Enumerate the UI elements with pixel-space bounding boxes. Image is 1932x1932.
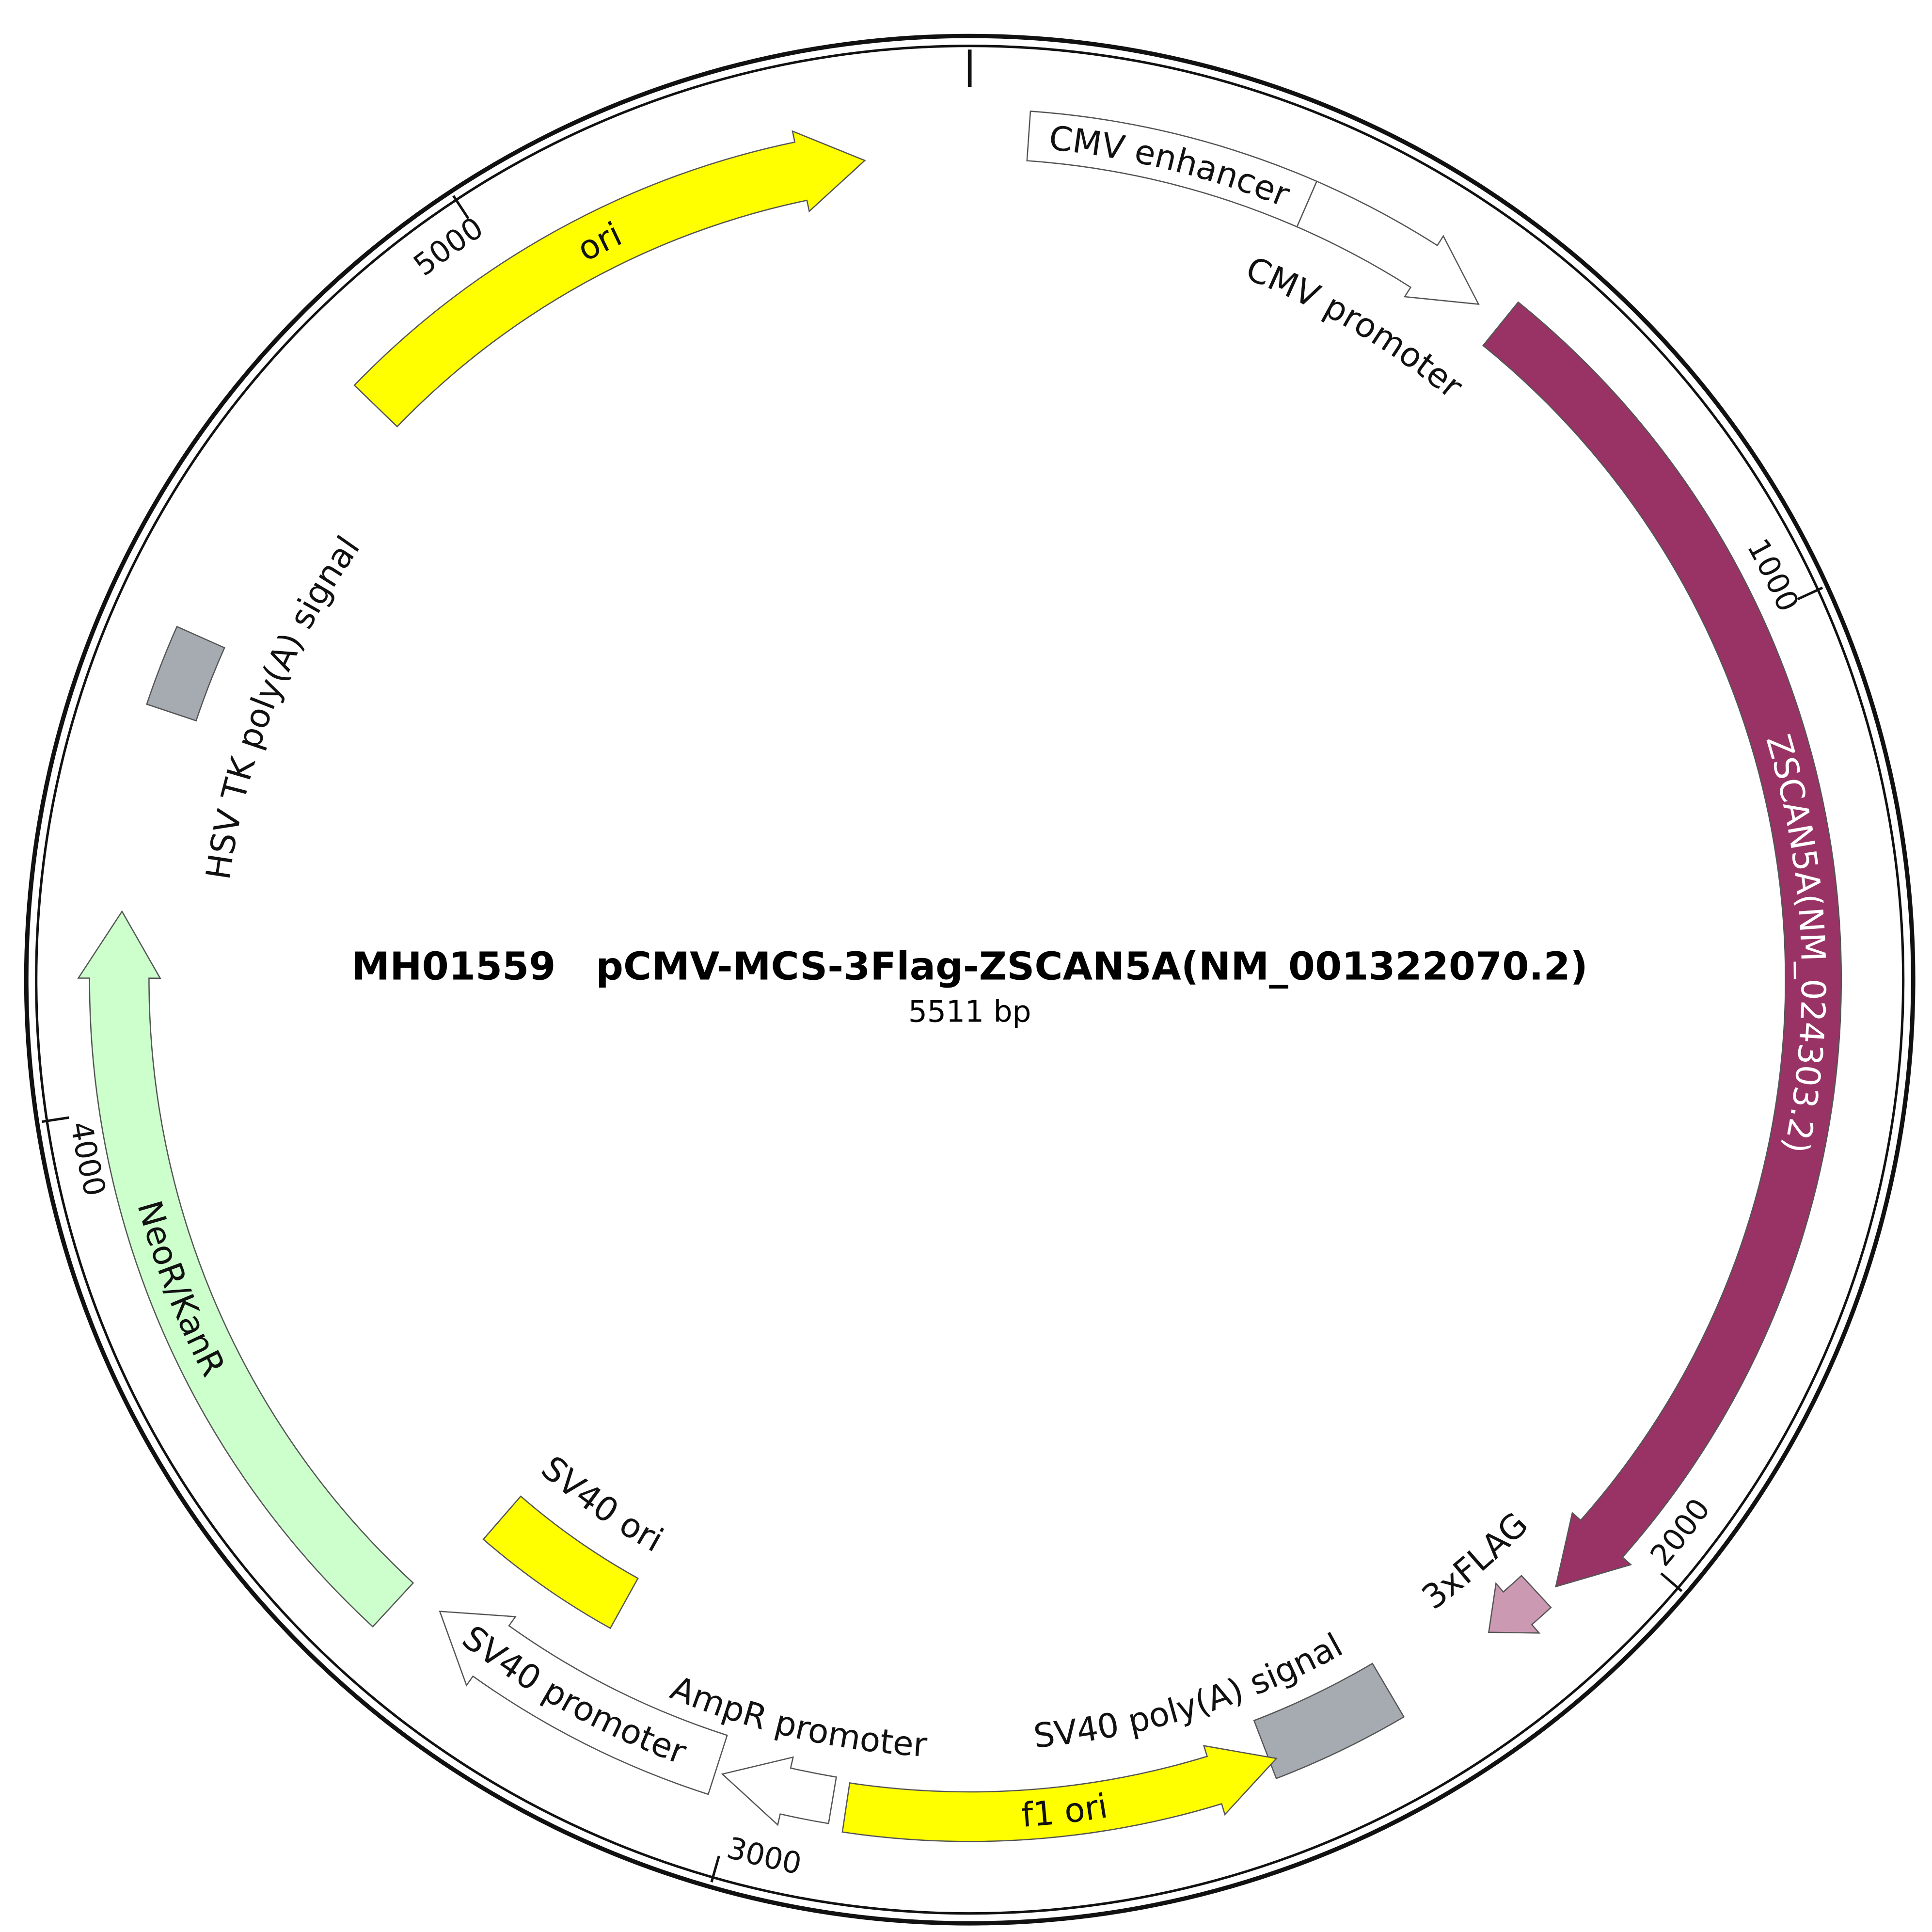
feature-arrow [1488, 1575, 1552, 1634]
map-size: 5511 bp [908, 995, 1031, 1029]
feature-box [1253, 1662, 1405, 1779]
feature-box [482, 1495, 639, 1629]
tick-label-path: 5000 [407, 210, 490, 283]
feature-label-path: HSV TK poly(A) signal [199, 529, 367, 882]
feature-arrow [841, 1745, 1278, 1842]
feature-label: SV40 promoter [455, 1618, 692, 1772]
feature-arrow [1296, 180, 1480, 305]
feature-label: HSV TK poly(A) signal [199, 529, 367, 882]
feature-arrow [439, 1611, 728, 1795]
tick-mark [1797, 586, 1823, 601]
feature-box [146, 625, 225, 722]
backbone-outer [24, 33, 1916, 1926]
tick-label-path: 3000 [723, 1831, 804, 1881]
backbone-inner [35, 45, 1905, 1915]
feature-arrow [353, 130, 866, 428]
tick-mark [452, 195, 470, 220]
tick-label: 3000 [723, 1831, 804, 1881]
feature-arrow [721, 1756, 837, 1826]
tick-mark [1660, 1572, 1683, 1592]
feature-arrow [1482, 301, 1842, 1588]
tick-label: 5000 [407, 210, 490, 283]
tick-mark [710, 1855, 720, 1883]
feature-arrow [77, 910, 414, 1628]
tick-mark [42, 1116, 69, 1123]
map-title: MH01559 pCMV-MCS-3Flag-ZSCAN5A(NM_001322… [351, 944, 1588, 989]
feature-label-path: SV40 promoter [455, 1618, 692, 1772]
